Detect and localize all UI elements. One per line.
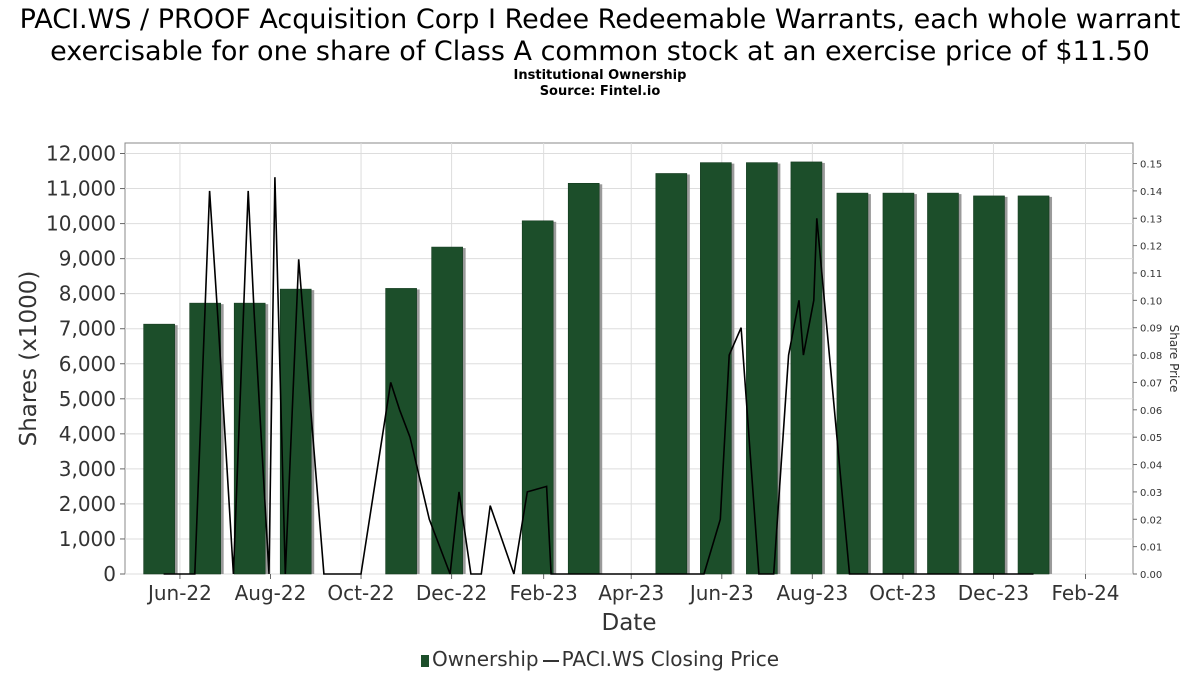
ownership-bar [189,302,221,575]
ownership-bar [431,246,463,575]
y-tick-label: 1,000 [59,527,116,551]
y2-tick-label: 0.14 [1140,187,1162,198]
y2-tick-label: 0.07 [1140,378,1162,389]
x-tick-label: Dec-22 [416,581,487,605]
ownership-bar [567,182,600,575]
ownership-bar [973,195,1005,575]
y-axis-title: Shares (x1000) [16,271,42,447]
legend-price-label: PACI.WS Closing Price [561,647,780,671]
y2-tick-label: 0.10 [1140,296,1162,307]
legend: Ownership PACI.WS Closing Price [0,647,1200,671]
y2-axis-title: Share Price [1167,325,1181,393]
ownership-bar [655,173,688,575]
x-tick-label: Feb-24 [1051,581,1119,605]
x-tick-label: Apr-23 [598,581,664,605]
y2-tick-label: 0.08 [1140,351,1162,362]
y2-tick-label: 0.02 [1140,515,1162,526]
chart-source: Source: Fintel.io [539,84,661,99]
chart-subtitle: Institutional Ownership [513,68,687,83]
x-tick-label: Aug-22 [235,581,307,605]
ownership-bar [836,192,869,575]
y-tick-label: 2,000 [59,492,116,516]
y2-tick-label: 0.03 [1140,488,1162,499]
x-tick-label: Dec-23 [958,581,1029,605]
y-tick-label: 8,000 [59,282,116,306]
y-tick-label: 5,000 [59,387,116,411]
y-tick-label: 12,000 [46,142,116,166]
y2-tick-label: 0.04 [1140,461,1162,472]
x-axis-title: Date [602,610,657,636]
ownership-bar [746,162,778,575]
legend-ownership-swatch [420,654,429,667]
y-tick-label: 6,000 [59,352,116,376]
ownership-bar [143,323,175,575]
ownership-bar [1017,195,1050,575]
y-tick-label: 3,000 [59,457,116,481]
x-tick-label: Feb-23 [510,581,578,605]
legend-ownership-label: Ownership [431,647,539,671]
y2-tick-label: 0.12 [1140,242,1162,253]
chart-title: PACI.WS / PROOF Acquisition Corp I Redee… [19,4,1181,67]
y2-tick-label: 0.09 [1140,324,1162,335]
y-tick-label: 10,000 [46,212,116,236]
y2-tick-label: 0.05 [1140,433,1162,444]
ownership-bar [927,192,959,575]
x-tick-label: Oct-23 [869,581,936,605]
y2-tick-label: 0.15 [1140,160,1162,171]
x-tick-label: Jun-22 [146,581,212,605]
ownership-bar [882,192,915,575]
y-tick-label: 9,000 [59,247,116,271]
y2-tick-label: 0.11 [1140,269,1162,280]
y-tick-label: 7,000 [59,317,116,341]
price-line [163,177,1034,575]
y-tick-label: 0 [103,562,116,586]
y2-tick-label: 0.00 [1140,570,1162,581]
x-tick-label: Jun-23 [688,581,754,605]
y2-tick-label: 0.06 [1140,406,1162,417]
legend-price-swatch [542,659,559,662]
x-tick-label: Oct-22 [327,581,394,605]
y2-tick-label: 0.13 [1140,214,1162,225]
y2-tick-label: 0.01 [1140,543,1162,554]
x-tick-label: Aug-23 [776,581,848,605]
ownership-bar [700,162,732,575]
ownership-bar [385,288,417,575]
y-tick-label: 11,000 [46,177,116,201]
y-tick-label: 4,000 [59,422,116,446]
title-block: PACI.WS / PROOF Acquisition Corp I Redee… [0,4,1200,100]
